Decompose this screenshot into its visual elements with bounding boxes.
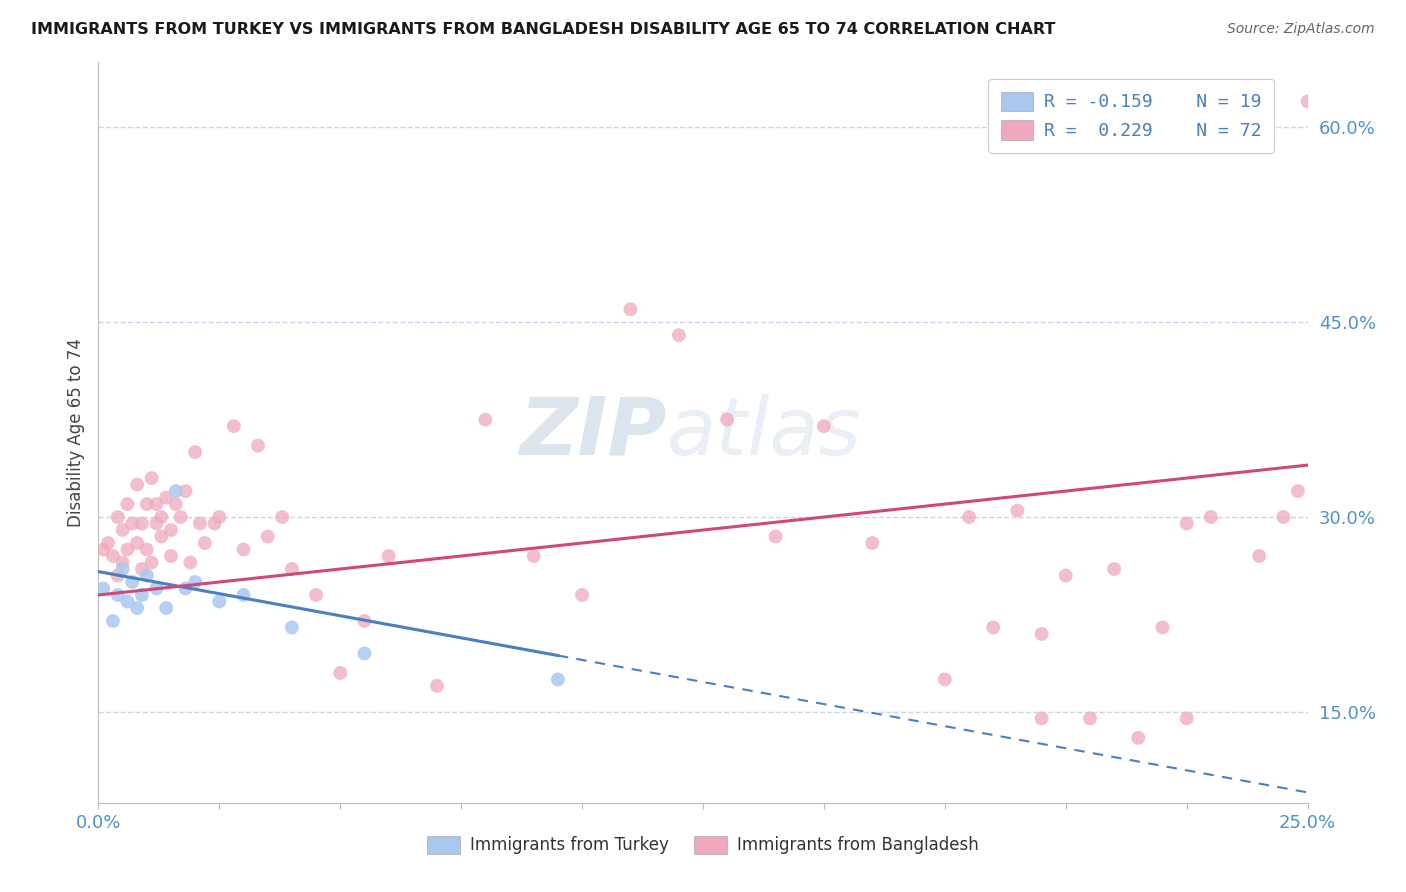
- Point: [131, 588, 153, 602]
- Point: [91, 542, 114, 557]
- Point: [353, 647, 375, 661]
- Point: [523, 549, 546, 563]
- Point: [208, 510, 231, 524]
- Text: ZIP: ZIP: [519, 393, 666, 472]
- Point: [179, 556, 201, 570]
- Point: [813, 419, 835, 434]
- Point: [127, 477, 149, 491]
- Point: [256, 529, 278, 543]
- Point: [547, 673, 569, 687]
- Point: [1296, 95, 1319, 109]
- Point: [247, 439, 270, 453]
- Point: [155, 491, 177, 505]
- Y-axis label: Disability Age 65 to 74: Disability Age 65 to 74: [66, 338, 84, 527]
- Point: [716, 412, 738, 426]
- Point: [329, 665, 352, 680]
- Point: [1054, 568, 1077, 582]
- Point: [934, 673, 956, 687]
- Point: [150, 510, 173, 524]
- Point: [160, 549, 183, 563]
- Point: [1249, 549, 1271, 563]
- Point: [160, 523, 183, 537]
- Point: [155, 601, 177, 615]
- Point: [141, 556, 163, 570]
- Point: [1007, 503, 1029, 517]
- Point: [377, 549, 399, 563]
- Point: [1031, 711, 1053, 725]
- Point: [571, 588, 593, 602]
- Point: [165, 497, 187, 511]
- Point: [97, 536, 120, 550]
- Point: [860, 536, 883, 550]
- Point: [174, 484, 197, 499]
- Point: [474, 412, 496, 426]
- Point: [1031, 627, 1053, 641]
- Point: [619, 302, 641, 317]
- Point: [981, 620, 1004, 634]
- Point: [135, 542, 157, 557]
- Point: [1175, 516, 1198, 531]
- Point: [426, 679, 449, 693]
- Point: [222, 419, 245, 434]
- Point: [1199, 510, 1222, 524]
- Point: [1152, 620, 1174, 634]
- Point: [184, 574, 207, 589]
- Point: [127, 601, 149, 615]
- Point: [305, 588, 328, 602]
- Point: [117, 594, 139, 608]
- Point: [107, 588, 129, 602]
- Point: [271, 510, 294, 524]
- Point: [765, 529, 787, 543]
- Point: [131, 562, 153, 576]
- Point: [135, 568, 157, 582]
- Point: [117, 542, 139, 557]
- Point: [232, 542, 254, 557]
- Text: atlas: atlas: [666, 393, 862, 472]
- Point: [145, 582, 167, 596]
- Point: [145, 497, 167, 511]
- Point: [169, 510, 191, 524]
- Point: [145, 516, 167, 531]
- Point: [141, 471, 163, 485]
- Text: IMMIGRANTS FROM TURKEY VS IMMIGRANTS FROM BANGLADESH DISABILITY AGE 65 TO 74 COR: IMMIGRANTS FROM TURKEY VS IMMIGRANTS FRO…: [31, 22, 1056, 37]
- Point: [1128, 731, 1150, 745]
- Point: [135, 497, 157, 511]
- Point: [165, 484, 187, 499]
- Point: [131, 516, 153, 531]
- Point: [957, 510, 980, 524]
- Point: [1286, 484, 1309, 499]
- Point: [101, 549, 124, 563]
- Point: [232, 588, 254, 602]
- Point: [111, 523, 134, 537]
- Point: [1175, 711, 1198, 725]
- Point: [111, 556, 134, 570]
- Point: [281, 562, 304, 576]
- Point: [188, 516, 211, 531]
- Point: [111, 562, 134, 576]
- Point: [117, 497, 139, 511]
- Point: [668, 328, 690, 343]
- Point: [281, 620, 304, 634]
- Point: [353, 614, 375, 628]
- Point: [101, 614, 124, 628]
- Point: [1078, 711, 1101, 725]
- Point: [121, 516, 143, 531]
- Point: [1102, 562, 1125, 576]
- Point: [174, 582, 197, 596]
- Point: [127, 536, 149, 550]
- Point: [150, 529, 173, 543]
- Point: [91, 582, 114, 596]
- Point: [208, 594, 231, 608]
- Point: [107, 510, 129, 524]
- Point: [194, 536, 217, 550]
- Point: [121, 574, 143, 589]
- Point: [107, 568, 129, 582]
- Point: [184, 445, 207, 459]
- Point: [204, 516, 226, 531]
- Text: Source: ZipAtlas.com: Source: ZipAtlas.com: [1227, 22, 1375, 37]
- Point: [1272, 510, 1295, 524]
- Legend: Immigrants from Turkey, Immigrants from Bangladesh: Immigrants from Turkey, Immigrants from …: [420, 829, 986, 861]
